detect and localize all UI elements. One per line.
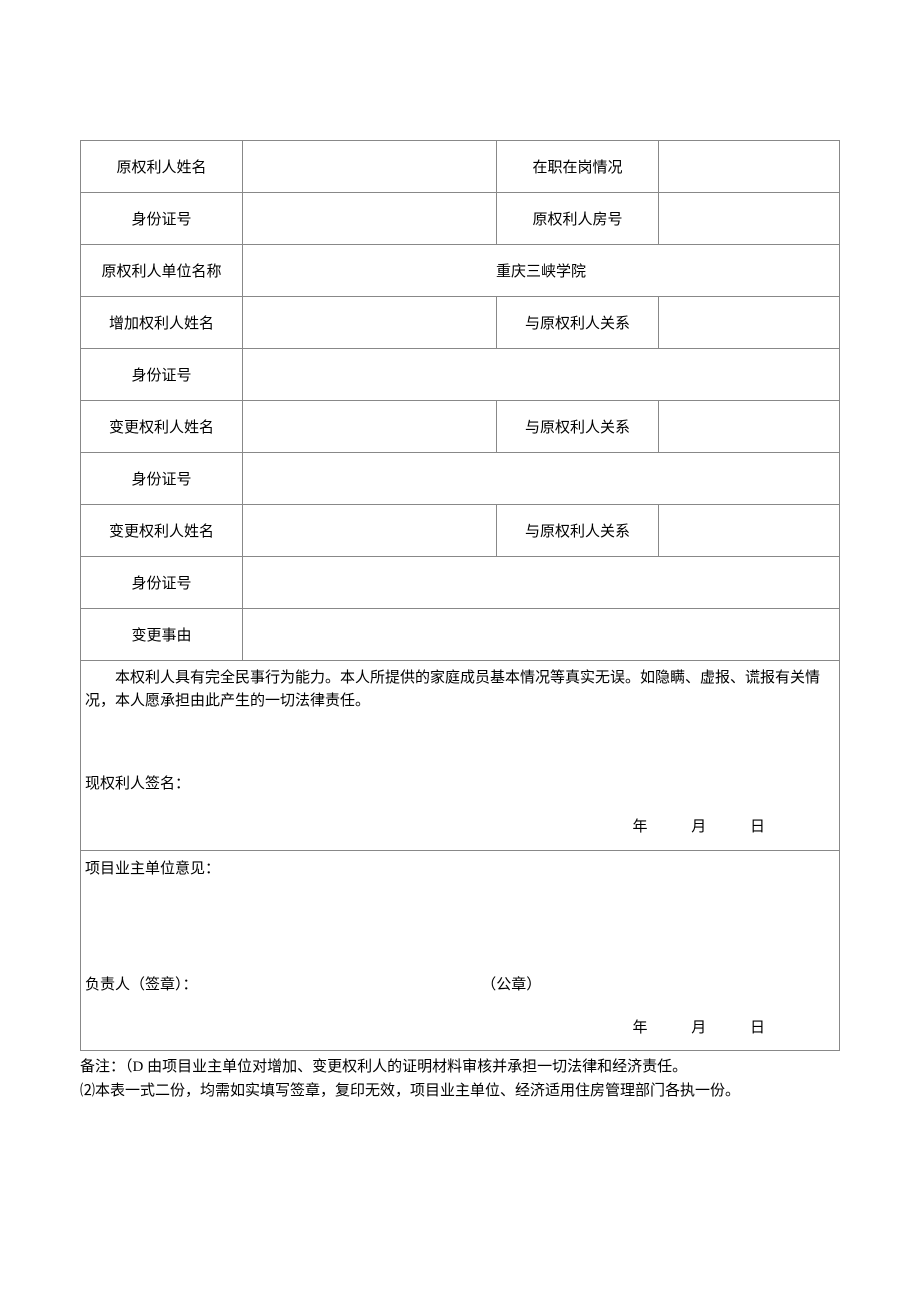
value-relation [659, 505, 840, 557]
date-month: 月 [691, 815, 746, 836]
label-original-name: 原权利人姓名 [81, 141, 243, 193]
date-line: 年 月 日 [85, 1016, 835, 1037]
label-room-number: 原权利人房号 [497, 193, 659, 245]
date-line: 年 月 日 [85, 815, 835, 836]
value-unit-name: 重庆三峡学院 [243, 245, 840, 297]
value-original-name [243, 141, 497, 193]
label-change-reason: 变更事由 [81, 609, 243, 661]
value-change-name [243, 505, 497, 557]
signature-label: 现权利人签名： [85, 772, 835, 793]
table-row: 身份证号 [81, 349, 840, 401]
value-id-number [243, 557, 840, 609]
label-id-number: 身份证号 [81, 557, 243, 609]
opinion-row: 项目业主单位意见： 负责人（签章）： （公章） 年 月 日 [81, 851, 840, 1051]
note-1-text: （D 由项目业主单位对增加、变更权利人的证明材料审核并承担一切法律和经济责任。 [125, 1059, 687, 1075]
label-relation: 与原权利人关系 [497, 401, 659, 453]
responsible-label: 负责人（签章）： [85, 977, 198, 993]
value-change-name [243, 401, 497, 453]
value-relation [659, 297, 840, 349]
label-change-name: 变更权利人姓名 [81, 505, 243, 557]
label-id-number: 身份证号 [81, 349, 243, 401]
declaration-text: 本权利人具有完全民事行为能力。本人所提供的家庭成员基本情况等真实无误。如隐瞒、虚… [85, 667, 835, 712]
value-employment-status [659, 141, 840, 193]
value-id-number [243, 193, 497, 245]
form-table: 原权利人姓名 在职在岗情况 身份证号 原权利人房号 原权利人单位名称 重庆三峡学… [80, 140, 840, 1051]
value-id-number [243, 453, 840, 505]
table-row: 原权利人姓名 在职在岗情况 [81, 141, 840, 193]
label-relation: 与原权利人关系 [497, 297, 659, 349]
value-change-reason [243, 609, 840, 661]
table-row: 原权利人单位名称 重庆三峡学院 [81, 245, 840, 297]
notes-section: 备注：（D 由项目业主单位对增加、变更权利人的证明材料审核并承担一切法律和经济责… [80, 1055, 840, 1103]
value-room-number [659, 193, 840, 245]
label-unit-name: 原权利人单位名称 [81, 245, 243, 297]
table-row: 增加权利人姓名 与原权利人关系 [81, 297, 840, 349]
table-row: 身份证号 [81, 453, 840, 505]
label-add-name: 增加权利人姓名 [81, 297, 243, 349]
label-employment-status: 在职在岗情况 [497, 141, 659, 193]
value-relation [659, 401, 840, 453]
declaration-cell: 本权利人具有完全民事行为能力。本人所提供的家庭成员基本情况等真实无误。如隐瞒、虚… [81, 661, 840, 851]
label-relation: 与原权利人关系 [497, 505, 659, 557]
notes-prefix: 备注： [80, 1059, 125, 1075]
value-add-name [243, 297, 497, 349]
label-id-number: 身份证号 [81, 453, 243, 505]
table-row: 变更权利人姓名 与原权利人关系 [81, 401, 840, 453]
value-id-number [243, 349, 840, 401]
label-change-name: 变更权利人姓名 [81, 401, 243, 453]
table-row: 身份证号 [81, 557, 840, 609]
opinion-cell: 项目业主单位意见： 负责人（签章）： （公章） 年 月 日 [81, 851, 840, 1051]
date-day: 日 [750, 1016, 805, 1037]
date-year: 年 [633, 1016, 688, 1037]
date-day: 日 [750, 815, 805, 836]
declaration-row: 本权利人具有完全民事行为能力。本人所提供的家庭成员基本情况等真实无误。如隐瞒、虚… [81, 661, 840, 851]
table-row: 身份证号 原权利人房号 [81, 193, 840, 245]
opinion-title: 项目业主单位意见： [85, 857, 835, 878]
date-year: 年 [633, 815, 688, 836]
note-line-1: 备注：（D 由项目业主单位对增加、变更权利人的证明材料审核并承担一切法律和经济责… [80, 1055, 840, 1079]
table-row: 变更权利人姓名 与原权利人关系 [81, 505, 840, 557]
stamp-line: 负责人（签章）： （公章） [85, 973, 835, 994]
label-id-number: 身份证号 [81, 193, 243, 245]
seal-label: （公章） [481, 973, 541, 994]
date-month: 月 [691, 1016, 746, 1037]
table-row: 变更事由 [81, 609, 840, 661]
note-line-2: ⑵本表一式二份，均需如实填写签章，复印无效，项目业主单位、经济适用住房管理部门各… [80, 1079, 840, 1103]
